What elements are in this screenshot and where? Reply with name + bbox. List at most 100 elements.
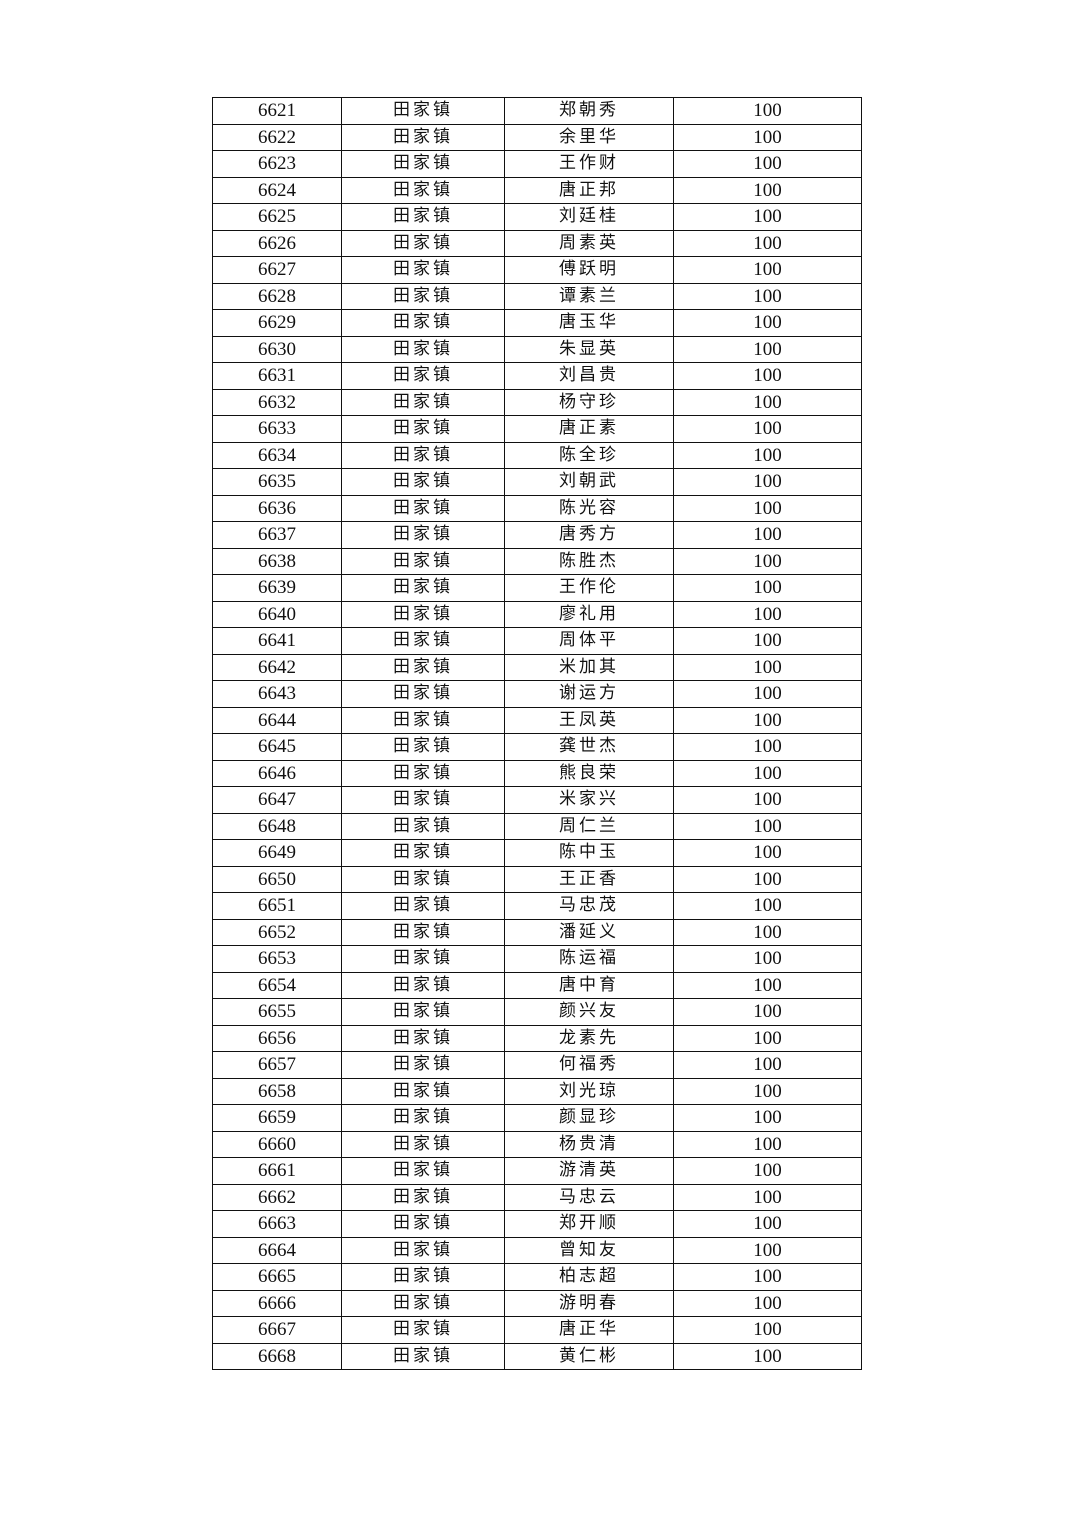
serial-number-cell: 6650 xyxy=(212,865,342,893)
name-cell: 郑朝秀 xyxy=(504,97,674,125)
amount-cell: 100 xyxy=(673,574,862,602)
town-cell: 田家镇 xyxy=(341,680,505,708)
name-cell: 王凤英 xyxy=(504,706,674,734)
town-cell: 田家镇 xyxy=(341,945,505,973)
name-cell: 颜显珍 xyxy=(504,1104,674,1132)
town-cell: 田家镇 xyxy=(341,733,505,761)
table-row: 6656 田家镇 龙素先 100 xyxy=(212,1024,862,1052)
amount-cell: 100 xyxy=(673,786,862,814)
name-cell: 游清英 xyxy=(504,1157,674,1185)
name-cell: 王作伦 xyxy=(504,574,674,602)
table-row: 6636 田家镇 陈光容 100 xyxy=(212,494,862,522)
amount-cell: 100 xyxy=(673,441,862,469)
amount-cell: 100 xyxy=(673,1183,862,1211)
amount-cell: 100 xyxy=(673,1263,862,1291)
amount-cell: 100 xyxy=(673,203,862,231)
serial-number-cell: 6641 xyxy=(212,627,342,655)
town-cell: 田家镇 xyxy=(341,865,505,893)
serial-number-cell: 6622 xyxy=(212,123,342,151)
table-row: 6661 田家镇 游清英 100 xyxy=(212,1157,862,1185)
table-row: 6649 田家镇 陈中玉 100 xyxy=(212,839,862,867)
table-row: 6640 田家镇 廖礼用 100 xyxy=(212,600,862,628)
name-cell: 刘朝武 xyxy=(504,468,674,496)
serial-number-cell: 6626 xyxy=(212,229,342,257)
town-cell: 田家镇 xyxy=(341,1289,505,1317)
table-row: 6642 田家镇 米加其 100 xyxy=(212,653,862,681)
table-row: 6632 田家镇 杨守珍 100 xyxy=(212,388,862,416)
amount-cell: 100 xyxy=(673,600,862,628)
table-row: 6665 田家镇 柏志超 100 xyxy=(212,1263,862,1291)
name-cell: 唐正素 xyxy=(504,415,674,443)
amount-cell: 100 xyxy=(673,998,862,1026)
name-cell: 龚世杰 xyxy=(504,733,674,761)
amount-cell: 100 xyxy=(673,1051,862,1079)
serial-number-cell: 6668 xyxy=(212,1342,342,1370)
amount-cell: 100 xyxy=(673,1342,862,1370)
table-row: 6628 田家镇 谭素兰 100 xyxy=(212,282,862,310)
table-row: 6664 田家镇 曾知友 100 xyxy=(212,1236,862,1264)
table-row: 6625 田家镇 刘廷桂 100 xyxy=(212,203,862,231)
name-cell: 朱显英 xyxy=(504,335,674,363)
table-row: 6644 田家镇 王凤英 100 xyxy=(212,706,862,734)
name-cell: 陈胜杰 xyxy=(504,547,674,575)
amount-cell: 100 xyxy=(673,971,862,999)
name-cell: 谢运方 xyxy=(504,680,674,708)
name-cell: 颜兴友 xyxy=(504,998,674,1026)
town-cell: 田家镇 xyxy=(341,839,505,867)
amount-cell: 100 xyxy=(673,1024,862,1052)
amount-cell: 100 xyxy=(673,680,862,708)
serial-number-cell: 6663 xyxy=(212,1210,342,1238)
table-row: 6652 田家镇 潘延义 100 xyxy=(212,918,862,946)
serial-number-cell: 6629 xyxy=(212,309,342,337)
serial-number-cell: 6658 xyxy=(212,1077,342,1105)
serial-number-cell: 6667 xyxy=(212,1316,342,1344)
serial-number-cell: 6659 xyxy=(212,1104,342,1132)
table-row: 6634 田家镇 陈全珍 100 xyxy=(212,441,862,469)
town-cell: 田家镇 xyxy=(341,1316,505,1344)
serial-number-cell: 6631 xyxy=(212,362,342,390)
table-row: 6623 田家镇 王作财 100 xyxy=(212,150,862,178)
table-row: 6650 田家镇 王正香 100 xyxy=(212,865,862,893)
serial-number-cell: 6643 xyxy=(212,680,342,708)
town-cell: 田家镇 xyxy=(341,176,505,204)
name-cell: 陈运福 xyxy=(504,945,674,973)
town-cell: 田家镇 xyxy=(341,812,505,840)
table-row: 6621 田家镇 郑朝秀 100 xyxy=(212,97,862,125)
name-cell: 唐正华 xyxy=(504,1316,674,1344)
serial-number-cell: 6624 xyxy=(212,176,342,204)
name-cell: 廖礼用 xyxy=(504,600,674,628)
serial-number-cell: 6628 xyxy=(212,282,342,310)
amount-cell: 100 xyxy=(673,865,862,893)
town-cell: 田家镇 xyxy=(341,150,505,178)
town-cell: 田家镇 xyxy=(341,203,505,231)
town-cell: 田家镇 xyxy=(341,1263,505,1291)
amount-cell: 100 xyxy=(673,759,862,787)
town-cell: 田家镇 xyxy=(341,1342,505,1370)
town-cell: 田家镇 xyxy=(341,441,505,469)
name-cell: 唐中育 xyxy=(504,971,674,999)
serial-number-cell: 6655 xyxy=(212,998,342,1026)
serial-number-cell: 6648 xyxy=(212,812,342,840)
town-cell: 田家镇 xyxy=(341,521,505,549)
name-cell: 谭素兰 xyxy=(504,282,674,310)
name-cell: 郑开顺 xyxy=(504,1210,674,1238)
town-cell: 田家镇 xyxy=(341,468,505,496)
town-cell: 田家镇 xyxy=(341,627,505,655)
serial-number-cell: 6661 xyxy=(212,1157,342,1185)
town-cell: 田家镇 xyxy=(341,1236,505,1264)
serial-number-cell: 6635 xyxy=(212,468,342,496)
amount-cell: 100 xyxy=(673,918,862,946)
serial-number-cell: 6653 xyxy=(212,945,342,973)
town-cell: 田家镇 xyxy=(341,494,505,522)
amount-cell: 100 xyxy=(673,176,862,204)
town-cell: 田家镇 xyxy=(341,706,505,734)
name-cell: 傅跃明 xyxy=(504,256,674,284)
name-cell: 柏志超 xyxy=(504,1263,674,1291)
table-row: 6659 田家镇 颜显珍 100 xyxy=(212,1104,862,1132)
amount-cell: 100 xyxy=(673,362,862,390)
table-row: 6637 田家镇 唐秀方 100 xyxy=(212,521,862,549)
town-cell: 田家镇 xyxy=(341,256,505,284)
table-row: 6645 田家镇 龚世杰 100 xyxy=(212,733,862,761)
amount-cell: 100 xyxy=(673,839,862,867)
serial-number-cell: 6656 xyxy=(212,1024,342,1052)
